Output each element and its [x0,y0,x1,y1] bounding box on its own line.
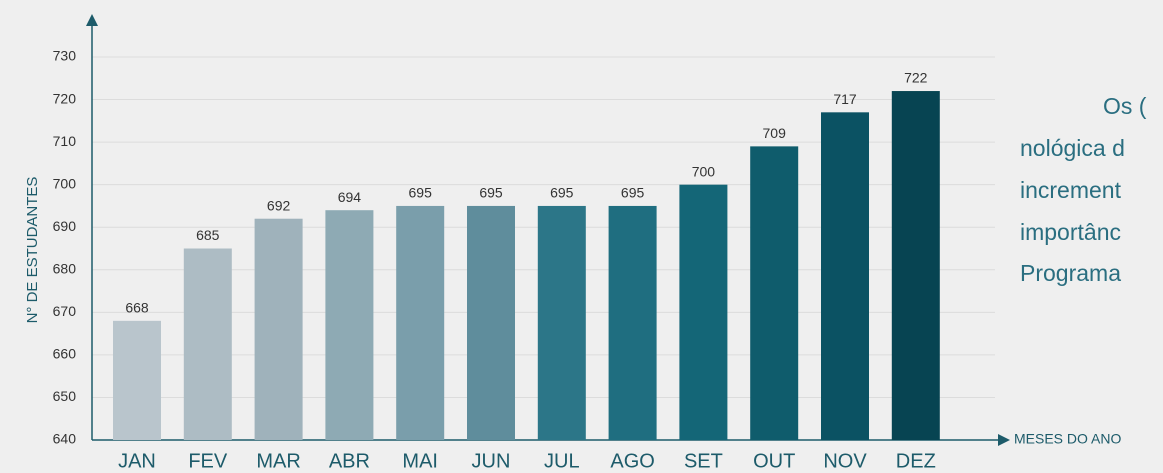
x-tick-label: ABR [329,450,370,472]
bar [183,248,232,440]
y-tick-label: 640 [53,431,77,447]
side-text: increment [1020,177,1122,203]
bar [467,205,515,440]
y-tick-label: 710 [53,133,77,149]
value-label: 695 [409,185,433,201]
x-tick-label: JUN [472,450,511,472]
y-axis-arrow [86,14,98,26]
x-tick-label: JAN [118,450,156,472]
x-tick-label: DEZ [896,450,936,472]
bar [113,320,161,440]
bar [679,184,728,440]
y-tick-label: 730 [53,48,77,64]
value-label: 717 [833,91,857,107]
x-tick-label: NOV [823,450,867,472]
bar [254,218,303,440]
value-label: 668 [125,300,149,316]
side-text: nológica d [1020,135,1125,161]
bar [325,210,374,440]
y-tick-label: 680 [53,260,77,276]
bar [750,146,799,440]
y-tick-label: 670 [53,303,77,319]
value-label: 695 [621,185,645,201]
value-label: 685 [196,227,220,243]
x-tick-label: SET [684,450,723,472]
value-label: 694 [338,189,362,205]
y-tick-label: 660 [53,346,77,362]
x-tick-label: MAR [256,450,300,472]
y-tick-label: 650 [53,388,77,404]
y-tick-label: 700 [53,175,77,191]
bar [537,205,586,440]
y-axis-label: N° DE ESTUDANTES [24,177,41,324]
value-label: 692 [267,197,291,213]
bar [608,205,657,440]
value-label: 700 [692,163,716,179]
x-tick-label: AGO [610,450,654,472]
bar [821,112,869,441]
value-label: 695 [550,185,574,201]
bar [891,91,940,441]
x-axis-arrow [998,434,1010,446]
side-text: Os ( [1103,93,1147,119]
x-tick-label: MAI [402,450,438,472]
x-tick-label: FEV [188,450,228,472]
value-label: 695 [479,185,503,201]
value-label: 709 [763,125,787,141]
y-tick-label: 720 [53,90,77,106]
value-label: 722 [904,70,928,86]
side-text: importânc [1020,219,1121,245]
x-tick-label: JUL [544,450,580,472]
bar [396,205,445,440]
y-tick-label: 690 [53,218,77,234]
x-tick-label: OUT [753,450,795,472]
x-axis-label: MESES DO ANO [1014,431,1121,447]
side-text: Programa [1020,260,1121,286]
